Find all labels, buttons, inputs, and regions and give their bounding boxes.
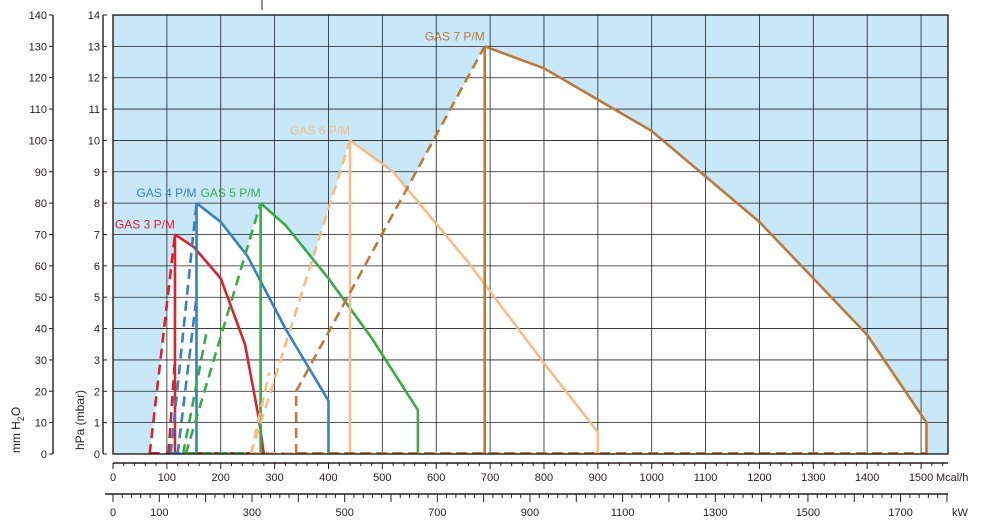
dashed-start-gas5: [184, 202, 262, 455]
mmh2o-tick-label: 110: [29, 104, 47, 116]
working-area-gas7: [296, 46, 927, 455]
mcal-tick-label: 500: [373, 472, 391, 484]
mcal-tick-label: 400: [319, 472, 337, 484]
mcal-tick-label: 300: [265, 472, 283, 484]
series-label-gas5: GAS 5 P/M: [201, 186, 261, 200]
kw-unit-label: kW: [952, 507, 969, 519]
mcal-tick-label: 600: [427, 472, 445, 484]
mcal-tick-label: 700: [481, 472, 499, 484]
mmh2o-tick-label: 140: [29, 10, 47, 22]
mmh2o-axis-title: mm H2O: [9, 407, 26, 453]
hpa-tick-label: 10: [88, 135, 100, 147]
mmh2o-tick-label: 30: [35, 355, 47, 367]
kw-tick-label: 300: [243, 507, 261, 519]
envelope-gas6: [349, 139, 600, 454]
dashed-start-gas3: [148, 234, 177, 455]
hpa-tick-label: 14: [88, 10, 100, 22]
mmh2o-tick-label: 40: [35, 324, 47, 336]
mcal-tick-label: 1100: [694, 472, 718, 484]
kw-tick-label: 900: [521, 507, 539, 519]
kw-tick-label: 700: [428, 507, 446, 519]
mcal-tick-label: 200: [212, 472, 230, 484]
series-label-gas7: GAS 7 P/M: [425, 29, 485, 43]
kw-tick-label: 100: [150, 507, 168, 519]
hpa-tick-label: 12: [88, 73, 100, 85]
mmh2o-tick-label: 120: [29, 73, 47, 85]
axis-labels: 0102030405060708090100110120130140012345…: [9, 10, 969, 519]
dashed-inner-gas5: [181, 328, 209, 455]
mcal-tick-label: 1000: [639, 472, 663, 484]
mmh2o-tick-label: 130: [29, 41, 47, 53]
hpa-tick-label: 2: [94, 386, 100, 398]
kw-tick-label: 1500: [796, 507, 820, 519]
mcal-tick-label: 0: [110, 472, 116, 484]
dashed-inner-gas4: [176, 297, 198, 455]
mmh2o-tick-label: 70: [35, 230, 47, 242]
dashed-start-gas6: [249, 140, 352, 455]
hpa-tick-label: 13: [88, 41, 100, 53]
mcal-tick-label: 1200: [747, 472, 771, 484]
mmh2o-tick-label: 60: [35, 261, 47, 273]
mcal-tick-label: 1400: [855, 472, 879, 484]
kw-tick-label: 0: [110, 507, 116, 519]
envelope-gas5: [259, 202, 420, 454]
mmh2o-tick-label: 20: [35, 386, 47, 398]
hpa-axis-title: hPa (mbar): [73, 390, 87, 450]
mmh2o-tick-label: 0: [41, 449, 47, 461]
hpa-tick-label: 6: [94, 261, 100, 273]
mcal-tick-label: 900: [589, 472, 607, 484]
series-label-gas4: GAS 4 P/M: [136, 186, 196, 200]
series-curves: GAS 3 P/M GAS 4 P/M GAS 5 P/M GAS 6 P/M GAS …: [115, 29, 928, 455]
hpa-tick-label: 11: [89, 104, 100, 116]
series-label-gas3: GAS 3 P/M: [115, 218, 175, 232]
mcal-unit-label: Mcal/h: [936, 472, 968, 484]
dashed-inner-gas6: [249, 372, 271, 455]
envelope-gas4: [195, 202, 330, 454]
grid-lines: [112, 14, 948, 455]
dashed-start-gas7: [295, 45, 486, 392]
series-label-gas6: GAS 6 P/M: [290, 123, 350, 137]
kw-tick-label: 500: [335, 507, 353, 519]
mmh2o-tick-label: 100: [29, 135, 47, 147]
hpa-tick-label: 0: [94, 449, 100, 461]
mcal-tick-label: 1500: [909, 472, 933, 484]
axes: [49, 0, 949, 502]
mmh2o-title-sub: 2: [16, 416, 26, 421]
kw-tick-label: 1300: [703, 507, 727, 519]
mcal-tick-label: 1300: [801, 472, 825, 484]
kw-tick-label: 1700: [888, 507, 912, 519]
hpa-tick-label: 8: [94, 198, 100, 210]
mmh2o-tick-label: 90: [35, 167, 47, 179]
mcal-tick-label: 100: [158, 472, 176, 484]
kw-tick-label: 1100: [611, 507, 635, 519]
hpa-tick-label: 7: [94, 230, 100, 242]
hpa-tick-label: 1: [94, 418, 100, 430]
mmh2o-title-tail: O: [9, 407, 23, 416]
hpa-tick-label: 3: [94, 355, 100, 367]
envelope-gas7: [484, 45, 928, 454]
hpa-tick-label: 5: [94, 292, 100, 304]
hpa-tick-label: 9: [94, 167, 100, 179]
mcal-tick-label: 800: [535, 472, 553, 484]
mmh2o-tick-label: 50: [35, 292, 47, 304]
mmh2o-title-main: mm H: [9, 421, 23, 453]
dashed-start-gas4: [169, 203, 198, 455]
hpa-tick-label: 4: [94, 324, 100, 336]
mmh2o-tick-label: 10: [35, 418, 47, 430]
mmh2o-tick-label: 80: [35, 198, 47, 210]
plot-frame: [112, 14, 949, 455]
